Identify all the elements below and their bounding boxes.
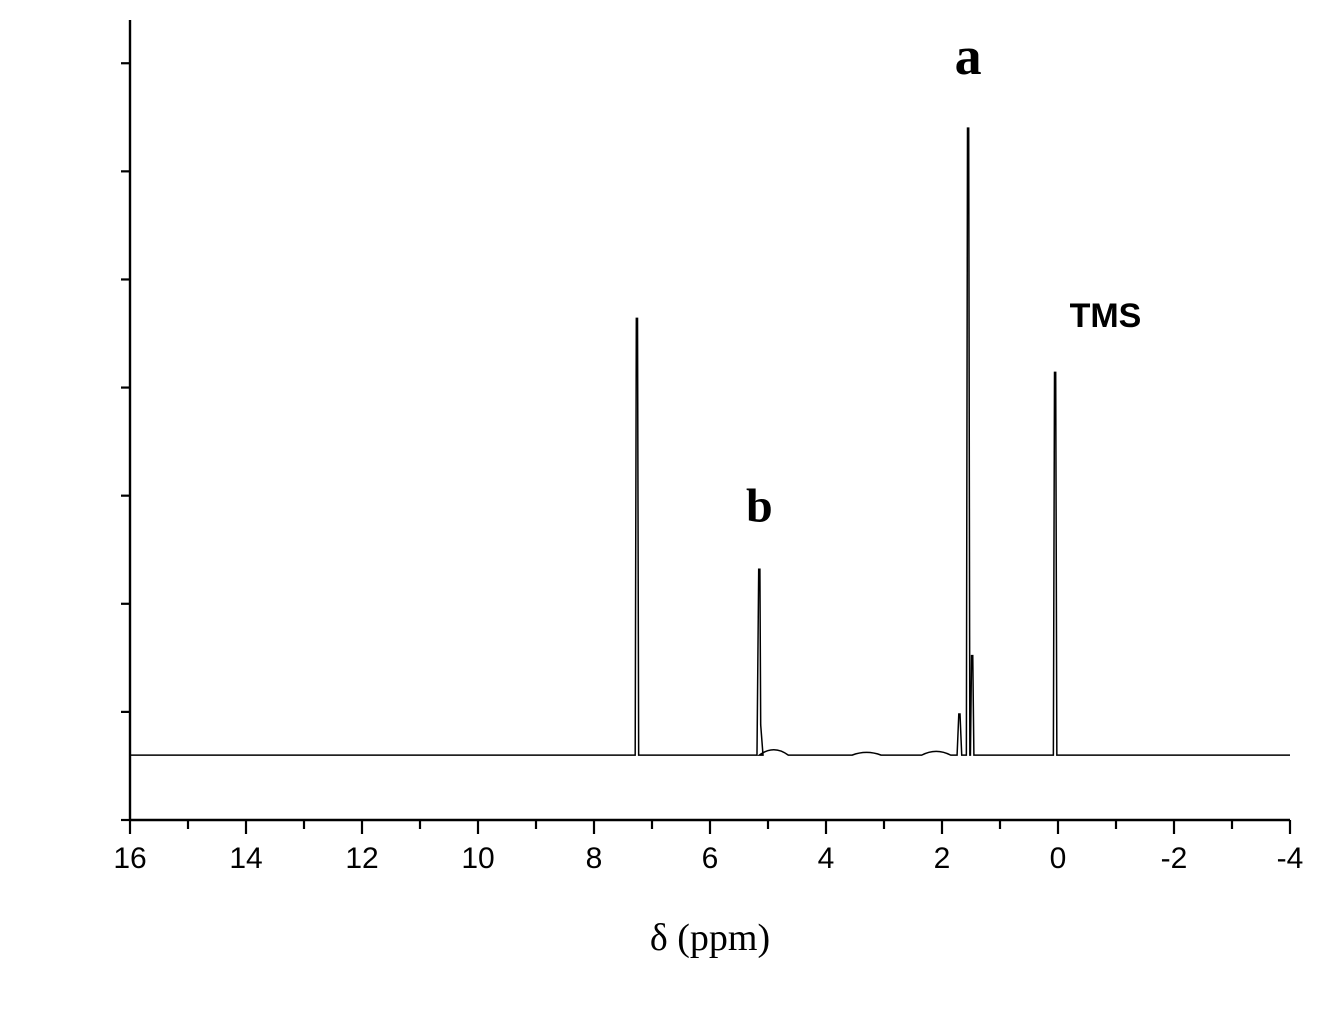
- x-tick-label: 14: [229, 842, 262, 875]
- spectrum-trace: [130, 128, 1290, 755]
- peak-annotation: TMS: [1070, 297, 1142, 335]
- peak-annotation: a: [955, 26, 982, 86]
- x-axis-label: δ (ppm): [650, 917, 770, 959]
- nmr-spectrum-chart: -4 -2 0 2 4 6 8 10 12 14 16 δ (ppm) a b TMS: [0, 0, 1331, 1035]
- x-tick-label: 4: [818, 842, 835, 875]
- x-tick-label: 2: [934, 842, 951, 875]
- x-tick-label: 10: [461, 842, 494, 875]
- x-tick-label: 12: [345, 842, 378, 875]
- x-tick-label: 0: [1050, 842, 1067, 875]
- x-tick-label: -2: [1161, 842, 1188, 875]
- peak-annotation: b: [746, 480, 773, 533]
- x-tick-label: -4: [1277, 842, 1304, 875]
- x-tick-label: 6: [702, 842, 719, 875]
- x-tick-label: 16: [113, 842, 146, 875]
- x-tick-label: 8: [586, 842, 603, 875]
- chart-svg: -4 -2 0 2 4 6 8 10 12 14 16 δ (ppm) a b TMS: [0, 0, 1331, 1035]
